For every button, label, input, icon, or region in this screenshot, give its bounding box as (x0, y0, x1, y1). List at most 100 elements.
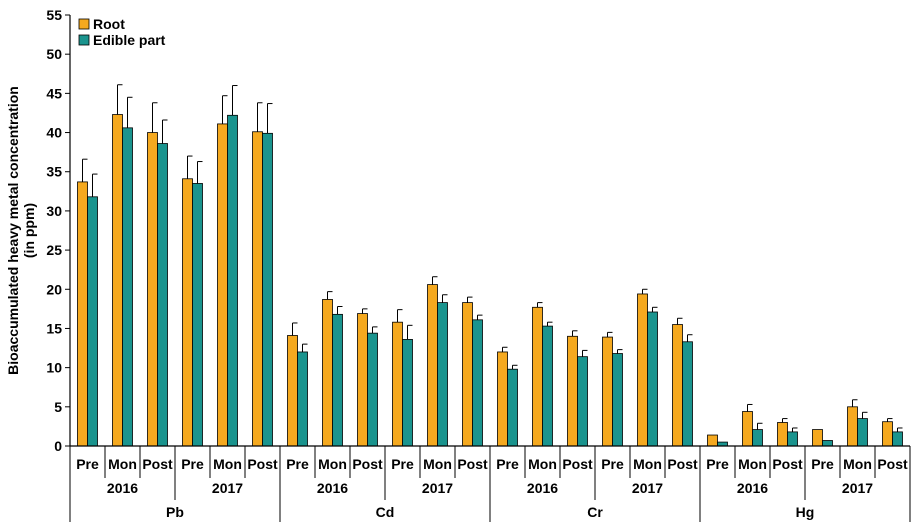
season-label: Pre (601, 456, 624, 472)
edible-part-bar (507, 368, 518, 447)
root-bar (462, 302, 473, 447)
root-bar (567, 335, 578, 447)
edible-part-bar (87, 196, 98, 447)
edible-part-bar (437, 302, 448, 447)
root-bar (147, 132, 158, 447)
axes (69, 15, 911, 522)
y-tick-label: 50 (46, 46, 62, 62)
root-bar (602, 336, 613, 447)
season-label: Pre (181, 456, 204, 472)
season-label: Mon (528, 456, 557, 472)
season-label: Post (247, 456, 278, 472)
year-label: 2016 (107, 480, 138, 496)
season-label: Mon (108, 456, 137, 472)
season-label: Mon (738, 456, 767, 472)
y-axis-ticks: 0 5 10 15 20 25 30 35 40 45 50 55 (46, 7, 70, 454)
edible-part-bar (122, 127, 133, 447)
root-bar (77, 181, 88, 447)
root-bar (112, 114, 123, 447)
edible-part-bar (332, 313, 343, 447)
y-tick-label: 5 (54, 399, 62, 415)
y-tick-label: 15 (46, 320, 62, 336)
season-label: Pre (391, 456, 414, 472)
season-label: Post (457, 456, 488, 472)
season-label: Mon (843, 456, 872, 472)
metal-label: Cr (587, 504, 603, 520)
edible-part-bar (752, 429, 763, 447)
root-bar (217, 123, 228, 447)
edible-part-bar (157, 143, 168, 447)
edible-part-bar (787, 431, 798, 447)
edible-part-bar (857, 418, 868, 447)
edible-part-bar (542, 325, 553, 447)
root-bar (497, 351, 508, 447)
year-label: 2017 (842, 480, 873, 496)
season-label: Pre (286, 456, 309, 472)
y-tick-label: 40 (46, 125, 62, 141)
root-bar (322, 299, 333, 447)
y-tick-label: 35 (46, 164, 62, 180)
legend-label: Edible part (93, 32, 166, 48)
season-label: Mon (318, 456, 347, 472)
root-bar (672, 324, 683, 447)
bar-marks (77, 114, 903, 447)
y-axis-title: Bioaccumulated heavy metal concentration… (5, 86, 37, 375)
root-bar (707, 434, 718, 447)
edible-part-bar (612, 353, 623, 447)
root-bar (252, 131, 263, 447)
season-label: Post (877, 456, 908, 472)
root-bar (637, 293, 648, 447)
year-label: 2017 (422, 480, 453, 496)
season-label: Pre (811, 456, 834, 472)
edible-part-bar (227, 114, 238, 447)
edible-part-bar (822, 440, 833, 447)
root-bar (532, 306, 543, 447)
season-label: Mon (423, 456, 452, 472)
root-bar (882, 421, 893, 447)
root-bar (287, 335, 298, 447)
edible-part-bar (192, 183, 203, 447)
season-label: Post (772, 456, 803, 472)
legend-swatch (78, 18, 90, 30)
metal-label: Pb (166, 504, 184, 520)
edible-part-bar (577, 356, 588, 447)
season-label: Post (352, 456, 383, 472)
edible-part-bar (647, 311, 658, 447)
y-tick-label: 30 (46, 203, 62, 219)
error-bars (82, 84, 903, 432)
edible-part-bar (472, 319, 483, 447)
root-bar (847, 406, 858, 447)
root-bar (777, 422, 788, 447)
season-label: Pre (76, 456, 99, 472)
y-tick-label: 25 (46, 242, 62, 258)
legend-label: Root (93, 16, 125, 32)
root-bar (392, 321, 403, 447)
year-label: 2016 (527, 480, 558, 496)
root-bar (357, 313, 368, 447)
season-label: Pre (706, 456, 729, 472)
root-bar (812, 429, 823, 447)
metal-label: Cd (376, 504, 395, 520)
year-label: 2016 (317, 480, 348, 496)
season-label: Mon (633, 456, 662, 472)
year-label: 2017 (632, 480, 663, 496)
y-axis-title-line: (in ppm) (21, 203, 37, 258)
year-label: 2017 (212, 480, 243, 496)
y-tick-label: 0 (54, 438, 62, 454)
y-axis-title-line: Bioaccumulated heavy metal concentration (5, 86, 21, 375)
edible-part-bar (262, 132, 273, 447)
legend-swatch (78, 34, 90, 46)
category-labels: Pre Mon Post Pre Mon Post Pre Mon Post Pre Mon Post… (76, 456, 908, 520)
y-tick-label: 55 (46, 7, 62, 23)
season-label: Post (142, 456, 173, 472)
metal-label: Hg (796, 504, 815, 520)
edible-part-bar (297, 351, 308, 447)
y-tick-label: 45 (46, 85, 62, 101)
root-bar (742, 411, 753, 447)
root-bar (182, 178, 193, 447)
root-bar (427, 284, 438, 447)
edible-part-bar (367, 332, 378, 447)
season-label: Post (667, 456, 698, 472)
